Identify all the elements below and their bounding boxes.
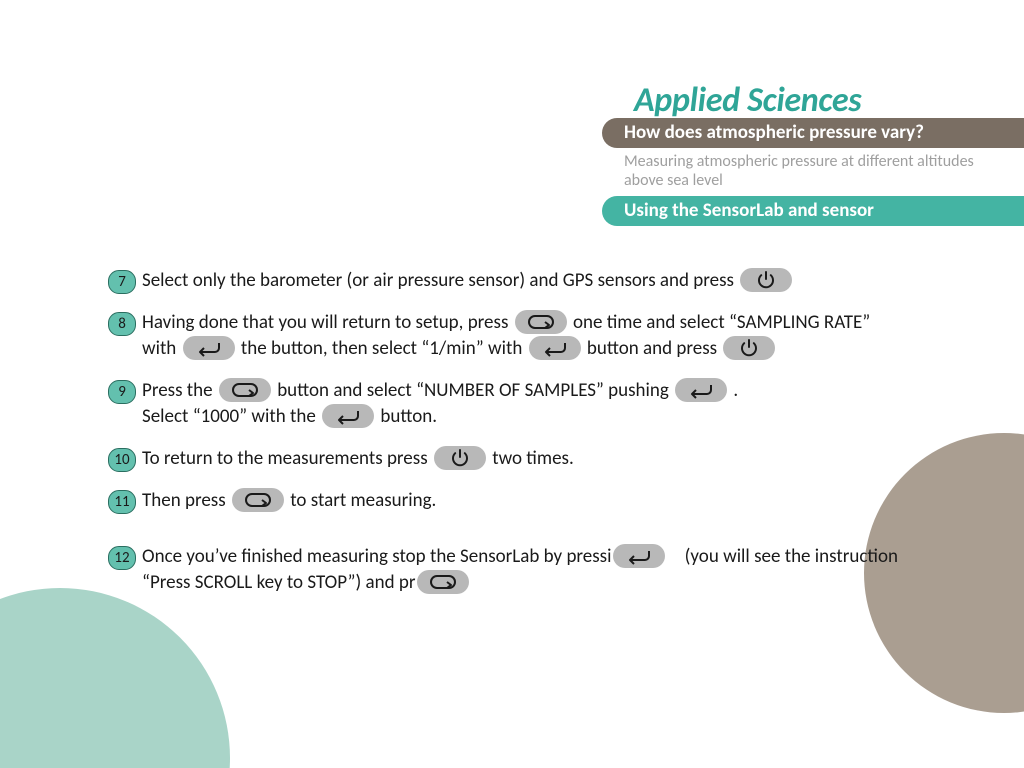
step-text: Having done that you will return to setu… [142,311,513,334]
step-text: Select “1000” with the [142,405,320,428]
page-title: Applied Sciences [634,80,861,121]
power-icon [434,446,486,470]
step-text: button and select “NUMBER OF SAMPLES” pu… [273,379,673,402]
cycle-icon [219,378,271,402]
question-bar: How does atmospheric pressure vary? [602,118,1024,148]
step-text: the button, then select “1/min” with [237,337,527,360]
step-text: button. [376,405,437,428]
enter-icon [322,404,374,428]
page-subtitle: Measuring atmospheric pressure at differ… [624,152,1004,190]
step-10: 10 To return to the measurements press t… [108,446,908,472]
step-11: 11 Then press to start measuring. [108,488,908,514]
step-text: . [729,379,738,402]
tool-bar: Using the SensorLab and sensor [602,196,1024,226]
step-number: 7 [108,270,136,294]
step-7: 7 Select only the barometer (or air pres… [108,268,908,294]
slide: Applied Sciences How does atmospheric pr… [0,0,1024,768]
step-text: two times. [488,447,574,470]
step-12: 12 Once you’ve finished measuring stop t… [108,544,908,596]
step-number: 10 [108,448,136,472]
step-number: 11 [108,490,136,514]
step-number: 12 [108,546,136,570]
decoration-blob-teal [0,588,230,768]
enter-icon [613,544,665,568]
step-text: Once you’ve finished measuring stop the … [142,545,611,568]
step-text: Select only the barometer (or air pressu… [142,269,738,292]
power-icon [740,268,792,292]
enter-icon [529,336,581,360]
step-text: To return to the measurements press [142,447,432,470]
step-text: Then press [142,489,230,512]
step-text: Press the [142,379,217,402]
step-text: to start measuring. [286,489,436,512]
power-icon [723,336,775,360]
enter-icon [183,336,235,360]
enter-icon [675,378,727,402]
steps-list: 7 Select only the barometer (or air pres… [108,268,908,612]
step-text: button and press [583,337,722,360]
cycle-icon [515,310,567,334]
step-number: 9 [108,380,136,404]
step-8: 8 Having done that you will return to se… [108,310,908,362]
step-9: 9 Press the button and select “NUMBER OF… [108,378,908,430]
step-number: 8 [108,312,136,336]
cycle-icon [232,488,284,512]
cycle-icon [417,570,469,594]
